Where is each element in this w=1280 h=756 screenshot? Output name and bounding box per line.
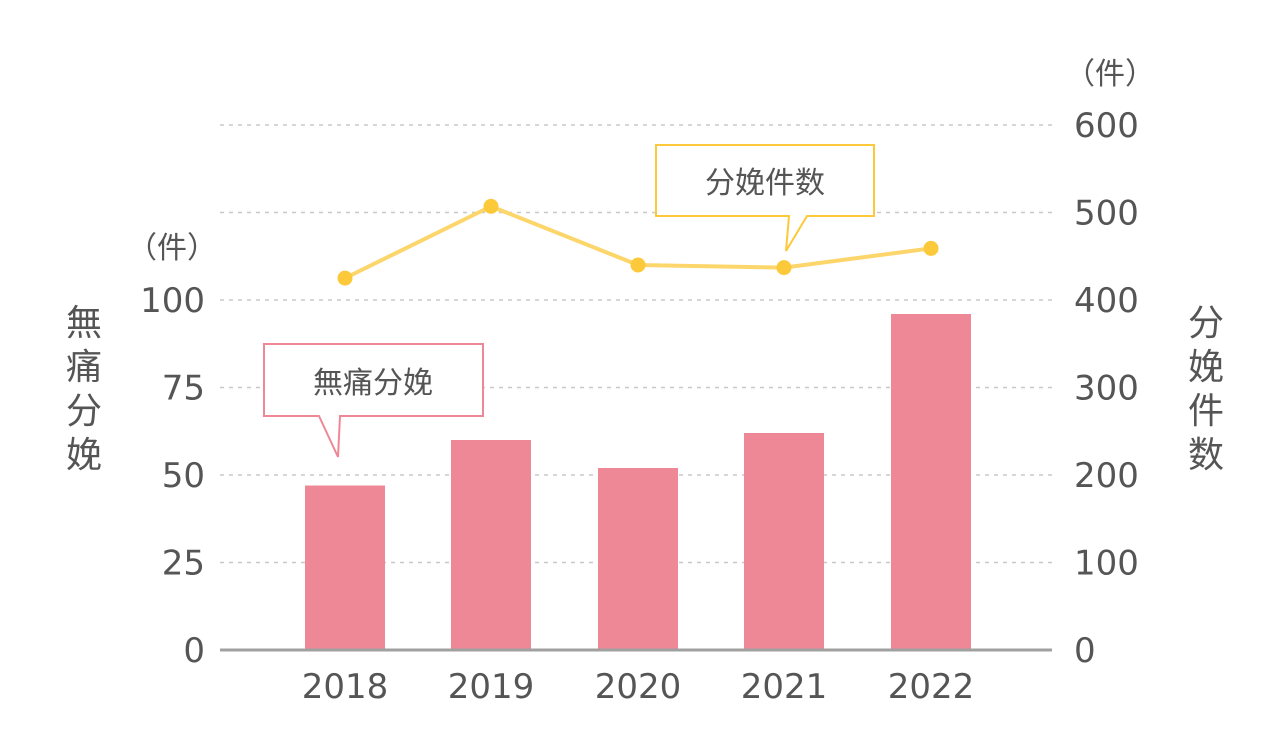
left-tick-label: 75: [162, 369, 205, 409]
left-axis-unit: （件）: [127, 231, 217, 266]
line-callout-label: 分娩件数: [705, 166, 825, 201]
left-tick-label: 50: [162, 456, 205, 496]
point-2019: [483, 198, 499, 214]
line-callout-box: [655, 144, 875, 252]
point-2021: [776, 260, 792, 276]
left-axis-title-char: 分: [66, 391, 102, 432]
right-axis-title-char: 件: [1188, 391, 1224, 432]
bar-2019: [451, 440, 531, 650]
x-tick-label: 2020: [595, 667, 682, 707]
bar-2021: [744, 433, 824, 650]
left-tick-label: 0: [183, 631, 205, 671]
right-tick-label: 400: [1074, 281, 1139, 321]
left-tick-label: 25: [162, 544, 205, 584]
point-2018: [337, 270, 353, 286]
left-axis-ticks: 0 25 50 75 100: [140, 281, 205, 671]
x-tick-label: 2022: [888, 667, 975, 707]
callouts: 無痛分娩 分娩件数: [263, 144, 875, 458]
x-tick-label: 2021: [741, 667, 828, 707]
bar-callout-label: 無痛分娩: [313, 366, 433, 401]
right-tick-label: 600: [1074, 106, 1139, 146]
left-axis-title-char: 娩: [66, 435, 102, 476]
bar-2020: [598, 468, 678, 650]
point-2020: [630, 257, 646, 273]
bar-2022: [891, 314, 971, 650]
right-tick-label: 200: [1074, 456, 1139, 496]
right-axis-ticks: 0 100 200 300 400 500 600: [1074, 106, 1139, 671]
right-axis-title-char: 分: [1188, 303, 1224, 344]
point-2022: [923, 240, 939, 256]
bar-callout-box: [263, 343, 484, 458]
right-tick-label: 300: [1074, 369, 1139, 409]
right-tick-label: 500: [1074, 194, 1139, 234]
line-series: [337, 198, 939, 286]
right-axis-unit: （件）: [1065, 57, 1155, 92]
x-tick-label: 2019: [448, 667, 535, 707]
x-axis-ticks: 2018 2019 2020 2021 2022: [302, 667, 975, 707]
right-axis-title-char: 数: [1188, 435, 1224, 476]
right-axis-title-char: 娩: [1188, 347, 1224, 388]
left-tick-label: 100: [140, 281, 205, 321]
right-tick-label: 0: [1074, 631, 1096, 671]
bar-2018: [305, 485, 385, 650]
right-tick-label: 100: [1074, 544, 1139, 584]
x-tick-label: 2018: [302, 667, 389, 707]
left-axis-title-char: 無: [66, 303, 102, 344]
left-axis-title-char: 痛: [66, 347, 102, 388]
bar-series: [305, 314, 971, 650]
